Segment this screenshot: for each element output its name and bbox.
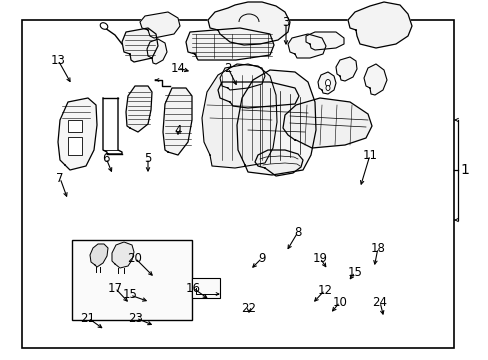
Polygon shape	[254, 150, 303, 176]
Ellipse shape	[325, 80, 330, 86]
Polygon shape	[126, 86, 152, 132]
Bar	[192, 278, 220, 298]
Text: 6: 6	[102, 152, 109, 165]
Polygon shape	[363, 64, 386, 95]
Text: 9: 9	[258, 252, 265, 265]
Bar	[68, 137, 82, 155]
Text: 2: 2	[224, 62, 231, 75]
Text: 16: 16	[185, 282, 200, 294]
Bar	[22, 20, 453, 348]
Polygon shape	[122, 28, 158, 62]
Text: 15: 15	[122, 288, 137, 302]
Polygon shape	[207, 2, 289, 45]
Text: 3: 3	[282, 15, 289, 28]
Polygon shape	[218, 82, 298, 108]
Polygon shape	[347, 2, 411, 48]
Text: 5: 5	[144, 152, 151, 165]
Text: 17: 17	[107, 282, 122, 294]
Polygon shape	[305, 32, 343, 50]
Text: 18: 18	[370, 242, 385, 255]
Ellipse shape	[100, 23, 107, 29]
Text: 19: 19	[312, 252, 327, 265]
Polygon shape	[140, 12, 180, 38]
Polygon shape	[335, 57, 356, 81]
Text: 24: 24	[372, 296, 386, 309]
Polygon shape	[202, 64, 276, 168]
Text: 12: 12	[317, 284, 332, 297]
Text: 23: 23	[128, 311, 143, 324]
Polygon shape	[220, 64, 264, 90]
Text: 21: 21	[81, 311, 95, 324]
Bar	[72, 240, 192, 320]
Polygon shape	[237, 70, 315, 175]
Text: 20: 20	[127, 252, 142, 265]
Text: 8: 8	[294, 225, 301, 239]
Bar	[68, 120, 82, 132]
Polygon shape	[185, 28, 273, 60]
Polygon shape	[163, 88, 192, 155]
Text: 7: 7	[56, 171, 63, 185]
Polygon shape	[287, 34, 325, 58]
Polygon shape	[112, 242, 134, 268]
Text: 4: 4	[174, 123, 182, 136]
Text: 1: 1	[459, 163, 468, 177]
Polygon shape	[147, 39, 167, 64]
Text: 15: 15	[347, 266, 362, 279]
Text: 14: 14	[170, 62, 185, 75]
Polygon shape	[283, 98, 371, 148]
Polygon shape	[317, 72, 335, 94]
Text: 13: 13	[50, 54, 65, 67]
Text: 22: 22	[241, 302, 256, 315]
Polygon shape	[58, 98, 97, 170]
Polygon shape	[90, 244, 108, 267]
Text: 10: 10	[332, 296, 347, 309]
Ellipse shape	[325, 86, 329, 90]
Text: 11: 11	[362, 149, 377, 162]
